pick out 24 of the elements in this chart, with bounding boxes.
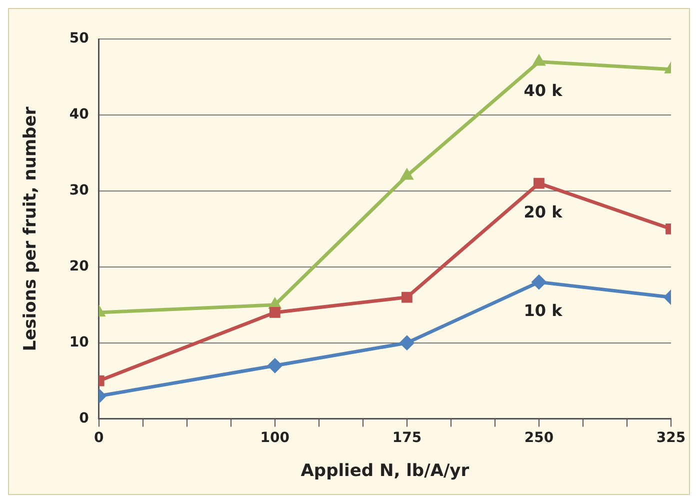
point (399, 335, 414, 350)
series-label: 10 k (524, 301, 563, 320)
point (267, 358, 282, 374)
point (401, 292, 412, 303)
point (531, 274, 546, 290)
point (269, 307, 280, 318)
x-tick-label: 175 (392, 430, 422, 446)
y-tick-label: 40 (69, 106, 90, 123)
y-tick-label: 30 (69, 182, 90, 199)
x-tick-label: 250 (524, 430, 554, 446)
x-tick-label: 0 (94, 430, 104, 446)
series-label: 40 k (524, 80, 563, 100)
y-tick-label: 20 (69, 258, 90, 275)
y-tick-label: 50 (69, 30, 90, 47)
x-tick-label: 100 (260, 430, 290, 446)
series-label: 20 k (524, 202, 563, 222)
point (532, 54, 546, 66)
point (400, 168, 414, 180)
point (534, 178, 544, 189)
y-tick-label: 10 (69, 334, 90, 350)
y-tick-label: 0 (79, 410, 90, 426)
x-axis-title: Applied N, lb/A/yr (300, 461, 470, 482)
y-axis-title: Lesions per fruit, number (20, 106, 41, 352)
x-tick-label: 325 (656, 430, 686, 446)
